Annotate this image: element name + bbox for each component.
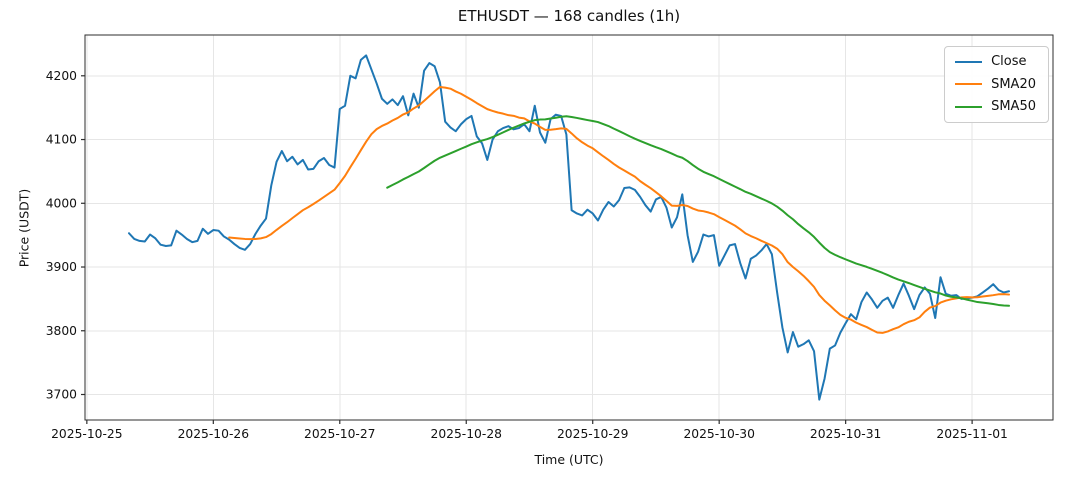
legend-label-sma50: SMA50: [991, 99, 1036, 115]
legend-swatch-sma50: [955, 105, 983, 108]
close-line: [128, 54, 1010, 401]
x-tick-label: 2025-10-26: [178, 427, 250, 441]
sma20-line: [228, 85, 1010, 334]
y-axis-label: Price (USDT): [16, 188, 32, 268]
x-tick-label: 2025-10-30: [683, 427, 754, 441]
legend-label-sma20: SMA20: [991, 76, 1036, 92]
legend-swatch-close: [955, 60, 983, 63]
x-tick-label: 2025-10-29: [557, 427, 628, 441]
plot-border: [84, 34, 1054, 421]
legend-entry-close: Close: [955, 54, 1036, 70]
y-tick-label: 4200: [46, 69, 77, 83]
x-tick-label: 2025-11-01: [936, 427, 1007, 441]
y-tick-label: 3900: [46, 260, 77, 274]
chart-title: ETHUSDT — 168 candles (1h): [457, 7, 681, 25]
y-tick-label: 4100: [46, 133, 77, 147]
legend-label-close: Close: [991, 54, 1027, 69]
x-axis-label: Time (UTC): [534, 452, 604, 467]
y-tick-label: 3700: [46, 388, 77, 402]
legend-entry-sma20: SMA20: [955, 77, 1036, 93]
y-tick-label: 3800: [46, 324, 77, 338]
legend-entry-sma50: SMA50: [955, 99, 1036, 115]
y-tick-label: 4000: [46, 196, 77, 210]
x-tick-label: 2025-10-28: [431, 427, 502, 441]
x-tick-label: 2025-10-25: [51, 427, 122, 441]
legend-swatch-sma20: [955, 83, 983, 86]
x-tick-label: 2025-10-27: [304, 427, 375, 441]
legend: Close SMA20 SMA50: [944, 46, 1049, 123]
x-tick-label: 2025-10-31: [810, 427, 881, 441]
sma50-line: [386, 115, 1010, 307]
